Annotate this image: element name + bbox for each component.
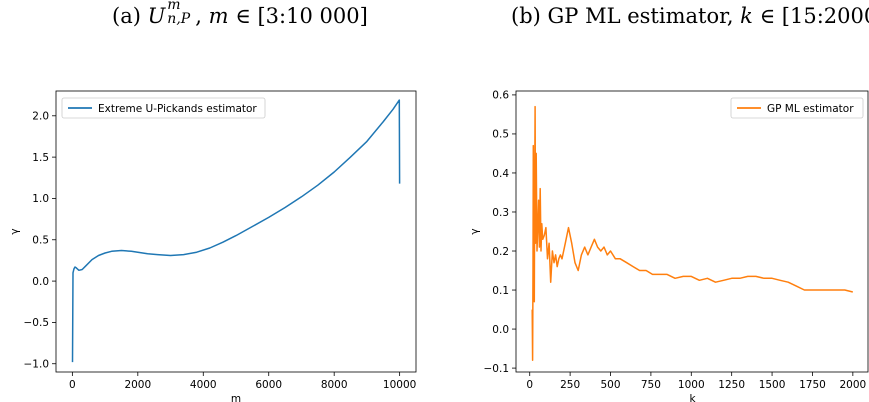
x-tick-label: 0 [526,379,533,391]
x-tick-label: 2000 [839,379,866,391]
caption-left-var: m [208,4,229,28]
caption-right-var: k [740,4,753,28]
x-tick-label: 1250 [718,379,745,391]
legend-box-left [61,97,266,119]
x-tick-label: 6000 [255,379,282,391]
y-tick-label: 0.1 [492,285,509,297]
x-tick-label: 1000 [678,379,705,391]
y-tick-label: 0.4 [492,168,509,180]
x-tick-label: 10000 [383,379,416,391]
y-tick-label: 0.3 [492,207,509,219]
y-axis-label: γ [469,228,481,234]
plot-frame-left [55,90,417,373]
y-tick-label: −0.5 [24,317,50,329]
y-tick-label: −0.1 [484,363,510,375]
plot-frame-right [515,90,869,373]
x-tick-label: 1500 [759,379,786,391]
x-tick-label: 250 [560,379,580,391]
x-axis-label: m [231,393,241,402]
x-tick-label: 8000 [321,379,348,391]
legend-label-right: GP ML estimator [767,103,854,115]
y-tick-label: 0.6 [492,90,509,102]
x-tick-label: 0 [69,379,76,391]
x-tick-label: 2000 [124,379,151,391]
y-tick-label: 0.0 [32,276,49,288]
caption-left-subscript: n,P [167,11,191,27]
y-tick-label: 0.2 [492,246,509,258]
legend-label-left: Extreme U-Pickands estimator [98,103,257,115]
caption-right: (b) GP ML estimator, k ∈ [15:2000] [511,4,869,28]
caption-left-range: ∈ [3:10 000] [228,4,368,28]
caption-right-range: ∈ [15:2000] [759,4,869,28]
caption-left-symbol: U [147,4,166,28]
x-tick-label: 750 [641,379,661,391]
x-tick-label: 4000 [190,379,217,391]
series-line-left [71,99,401,363]
series-line-right [531,105,853,362]
y-tick-label: 2.0 [32,111,49,123]
x-tick-label: 500 [600,379,620,391]
x-axis-label: k [689,393,696,402]
caption-right-prefix: (b) GP ML estimator, [511,4,741,28]
caption-left-sep: , [195,4,209,28]
caption-left-superscript: m [167,0,181,13]
caption-left-prefix: (a) [112,4,148,28]
y-tick-label: 1.5 [32,152,49,164]
legend-box-right [730,97,864,119]
y-tick-label: 1.0 [32,193,49,205]
y-axis-label: γ [9,228,21,234]
y-tick-label: 0.5 [32,235,49,247]
y-tick-label: 0.0 [492,324,509,336]
y-tick-label: 0.5 [492,129,509,141]
y-tick-label: −1.0 [24,359,50,371]
x-tick-label: 1750 [799,379,826,391]
